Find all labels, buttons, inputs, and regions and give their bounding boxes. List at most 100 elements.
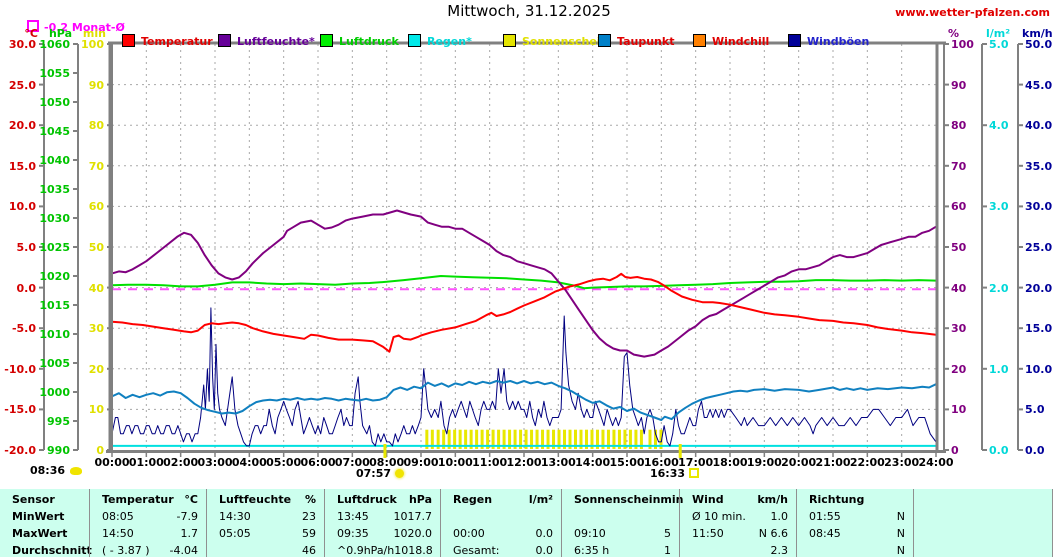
axis-tick-label: 60 (88, 200, 104, 214)
table-cell: 08:05 (102, 510, 134, 523)
sunshine-bar (475, 429, 479, 449)
table-cell-value: l/m² (528, 493, 553, 506)
table-cell: Regen (453, 493, 493, 506)
sunshine-bar (579, 429, 583, 449)
table-cell: Luftdruck (337, 493, 397, 506)
axis-tick-label: 1020 (39, 270, 70, 283)
sunshine-bar (513, 429, 517, 449)
legend-item-luftdruck: Luftdruck (320, 30, 399, 48)
x-axis-label: 01:00 (128, 456, 164, 469)
table-cell-value: N 6.6 (758, 527, 788, 540)
axis-unit-right-1: % (948, 27, 960, 40)
table-row (453, 508, 553, 525)
axis-tick-label: 5.0 (989, 38, 1009, 51)
sunshine-bar (612, 429, 616, 449)
x-axis-label: 13:00 (540, 456, 576, 469)
axis-tick-label: 50 (88, 241, 104, 254)
sunshine-bar (623, 429, 627, 449)
sunrise-sun-icon (395, 469, 405, 478)
table-column: Luftdruck hPa 13:45 1017.7 09:35 1020.0 ^0.9hP… (324, 489, 440, 557)
sunshine-bar (508, 429, 512, 449)
x-axis-label: 20:00 (781, 456, 817, 469)
legend-color-icon (122, 34, 135, 47)
axis-tick-label: -20.0 (4, 444, 36, 457)
table-header-row: Richtung (809, 491, 905, 508)
sunshine-bar (519, 429, 523, 449)
axis-tick-label: 10 (951, 403, 967, 417)
table-row: 08:05 -7.9 (102, 508, 198, 525)
axis-tick-label: 30.0 (1025, 200, 1053, 214)
table-cell-value: km/h (757, 493, 788, 506)
table-cell: 08:45 (809, 527, 841, 540)
legend-color-icon (503, 34, 516, 47)
summary-table: Sensor MinWert MaxWert Durchschnitt Temperat… (0, 489, 1053, 557)
axis-tick-label: 20 (88, 362, 104, 376)
axis-tick-label: 90 (88, 78, 104, 92)
x-axis-label: 12:00 (506, 456, 542, 469)
axis-tick-label: 80 (88, 119, 104, 133)
axis-tick-label: 30.0 (8, 38, 36, 51)
sunshine-bar (425, 429, 429, 449)
sunshine-bar (535, 429, 539, 449)
sunshine-bar (541, 429, 545, 449)
axis-tick-label: 25.0 (8, 78, 36, 92)
website-link[interactable]: www.wetter-pfalzen.com (895, 6, 1050, 19)
axis-tick-label: 0 (951, 444, 959, 457)
sunshine-bar (502, 429, 506, 449)
axis-tick-label: 4.0 (989, 119, 1009, 133)
sunshine-bar (480, 429, 484, 449)
x-axis-label: 16:00 (643, 456, 679, 469)
axis-tick-label: 20 (951, 362, 967, 376)
sunshine-bar (653, 429, 657, 449)
legend-color-icon (320, 34, 333, 47)
axis-tick-label: 100 (81, 38, 104, 51)
legend-label: Luftdruck (339, 35, 399, 48)
x-axis-label: 09:00 (403, 456, 439, 469)
axis-tick-label: 100 (951, 38, 974, 51)
sunshine-bar (464, 429, 468, 449)
sunrise-time-label: 07:57 (356, 467, 392, 480)
table-cell: Temperatur (102, 493, 174, 506)
sunshine-bar (442, 429, 446, 449)
axis-tick-label: 50.0 (1025, 38, 1053, 51)
axis-tick-label: 3.0 (989, 200, 1009, 214)
table-row: ( - 3.87 ) -4.04 (102, 542, 198, 559)
table-column (913, 489, 1050, 557)
axis-tick-label: 70 (951, 159, 967, 173)
legend-color-icon (598, 34, 611, 47)
x-axis-label: 03:00 (197, 456, 233, 469)
x-axis-label: 02:00 (163, 456, 199, 469)
table-row: 14:50 1.7 (102, 525, 198, 542)
series-luftdruck (111, 275, 937, 290)
table-cell: Luftfeuchte (219, 493, 292, 506)
axis-tick-label: 1055 (39, 67, 70, 80)
table-row: MaxWert (12, 525, 81, 542)
axis-tick-label: 60 (951, 200, 967, 214)
axis-unit-right-3: km/h (1022, 27, 1053, 40)
axis-tick-label: 1050 (39, 96, 70, 109)
sunset-time-label: 16:33 (650, 467, 686, 480)
legend-label: Windchill (712, 35, 770, 48)
x-axis-label: 14:00 (575, 456, 611, 469)
sunshine-bar (574, 429, 577, 449)
axis-tick-label: 15.0 (8, 159, 36, 173)
table-cell: MaxWert (12, 527, 68, 540)
x-axis-label: 15:00 (609, 456, 645, 469)
table-cell: Sonnenschein (574, 493, 661, 506)
table-cell: Sensor (12, 493, 55, 506)
sunshine-bar (639, 429, 643, 449)
axis-tick-label: -15.0 (4, 403, 36, 417)
axis-tick-label: 30 (951, 322, 967, 336)
legend-color-icon (218, 34, 231, 47)
x-axis-label: 04:00 (231, 456, 267, 469)
legend-item-sonnenschein: Sonnenschein (503, 30, 608, 48)
axis-unit-1: °C (24, 27, 38, 40)
x-axis-label: 07:00 (334, 456, 370, 469)
x-axis-label: 24:00 (918, 456, 954, 469)
axis-tick-label: 5.0 (16, 241, 37, 254)
axis-tick-label: 10.0 (8, 200, 36, 214)
legend-label: Sonnenschein (522, 35, 609, 48)
axis-tick-label: 45.0 (1025, 78, 1053, 92)
sunshine-bar (430, 429, 434, 449)
axis-tick-label: 0.0 (989, 444, 1009, 457)
